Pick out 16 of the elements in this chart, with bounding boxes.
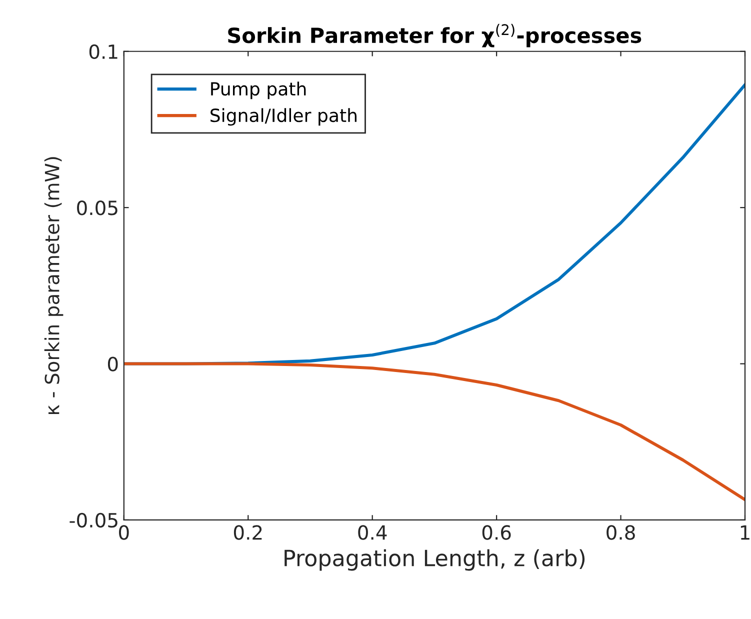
y-axis-title: κ - Sorkin parameter (mW)	[44, 157, 64, 414]
chart-title: Sorkin Parameter for χ$^{(2)}$-processes	[228, 24, 642, 48]
x-tick-label: 1	[740, 525, 750, 540]
x-tick-label: 0.4	[358, 525, 387, 540]
y-tick-label: -0.05	[70, 512, 118, 528]
line-series	[124, 362, 745, 502]
legend-label: Pump path	[211, 82, 306, 100]
x-tick-label: 0	[119, 525, 129, 540]
y-tick-label: 0	[108, 356, 118, 372]
x-tick-label: 0.8	[606, 525, 635, 540]
legend-label: Signal/Idler path	[210, 108, 356, 126]
x-axis-title: Propagation Length, z (arb)	[284, 549, 585, 571]
x-tick-label: 0.2	[234, 525, 262, 540]
y-tick-label: 0.1	[89, 44, 118, 60]
y-tick-label: 0.05	[77, 200, 118, 216]
x-tick-label: 0.6	[482, 525, 511, 540]
